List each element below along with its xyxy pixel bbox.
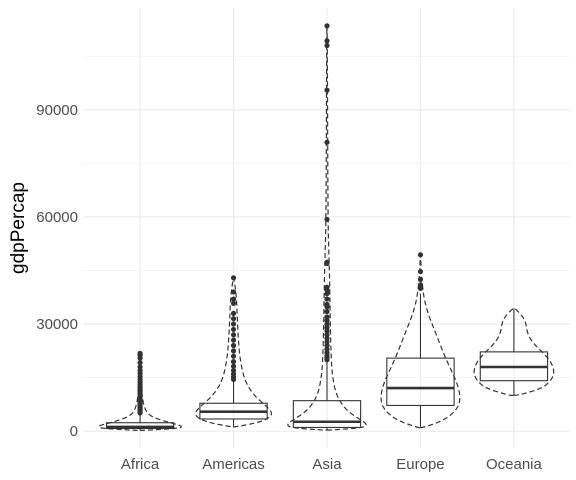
x-tick-label: Europe <box>396 456 444 473</box>
outlier-point <box>324 87 330 93</box>
outlier-point <box>324 342 330 349</box>
y-tick-label: 30000 <box>36 316 78 333</box>
outlier-point <box>230 321 237 327</box>
box-layer <box>105 23 549 431</box>
outlier-point <box>324 350 330 356</box>
x-tick-label: Africa <box>121 456 160 473</box>
outlier-point <box>230 342 237 349</box>
outlier-point <box>324 301 330 308</box>
outlier-point <box>137 364 143 370</box>
outlier-point <box>417 268 424 275</box>
y-tick-label: 90000 <box>36 102 78 119</box>
outlier-point <box>230 363 237 369</box>
outlier-point <box>324 296 330 302</box>
outlier-point <box>324 335 330 341</box>
outlier-point <box>230 296 237 302</box>
outlier-point <box>417 285 424 291</box>
box-asia <box>292 400 362 428</box>
outlier-point <box>137 367 143 374</box>
outlier-point <box>230 371 237 377</box>
outlier-point <box>230 316 237 322</box>
outlier-point <box>324 23 330 29</box>
x-tick-label: Americas <box>202 456 265 473</box>
outlier-point <box>324 38 330 44</box>
x-tick-label: Asia <box>312 456 342 473</box>
outlier-point <box>230 337 237 343</box>
outlier-point <box>324 325 330 331</box>
outlier-point <box>324 284 330 290</box>
outlier-point <box>324 328 330 334</box>
outlier-point <box>417 282 424 288</box>
outlier-point <box>230 353 237 359</box>
outlier-point <box>324 332 330 338</box>
x-tick-label: Oceania <box>486 456 543 473</box>
y-axis-title: gdpPercap <box>8 182 29 274</box>
outlier-point <box>324 139 330 145</box>
outlier-point <box>324 317 330 324</box>
outlier-point <box>324 346 330 352</box>
outlier-point <box>230 310 237 316</box>
y-tick-labels: 0 30000 60000 90000 <box>36 102 78 440</box>
violin-layer <box>98 25 555 431</box>
outlier-point <box>230 275 237 281</box>
outlier-point <box>324 291 330 297</box>
outlier-point <box>324 259 330 265</box>
outlier-point <box>324 339 330 345</box>
outlier-point <box>230 358 237 365</box>
outlier-point <box>324 308 330 315</box>
outlier-point <box>230 367 237 374</box>
box-africa <box>105 422 175 430</box>
outlier-point <box>324 321 330 327</box>
outlier-point <box>230 300 237 306</box>
box-europe <box>386 357 455 407</box>
outlier-point <box>230 289 237 295</box>
outlier-point <box>324 314 330 320</box>
y-tick-label: 60000 <box>36 209 78 226</box>
y-tick-label: 0 <box>70 423 78 440</box>
outlier-point <box>417 252 424 258</box>
outlier-point <box>230 326 237 333</box>
outlier-point <box>324 216 330 223</box>
outlier-point <box>137 360 143 366</box>
outlier-point <box>417 276 424 283</box>
x-tick-labels: Africa Americas Asia Europe Oceania <box>121 456 543 473</box>
outlier-point <box>230 332 237 338</box>
outlier-point <box>137 350 143 356</box>
outlier-point <box>324 42 330 49</box>
violin-oceania <box>473 307 555 396</box>
outlier-point <box>230 348 237 354</box>
